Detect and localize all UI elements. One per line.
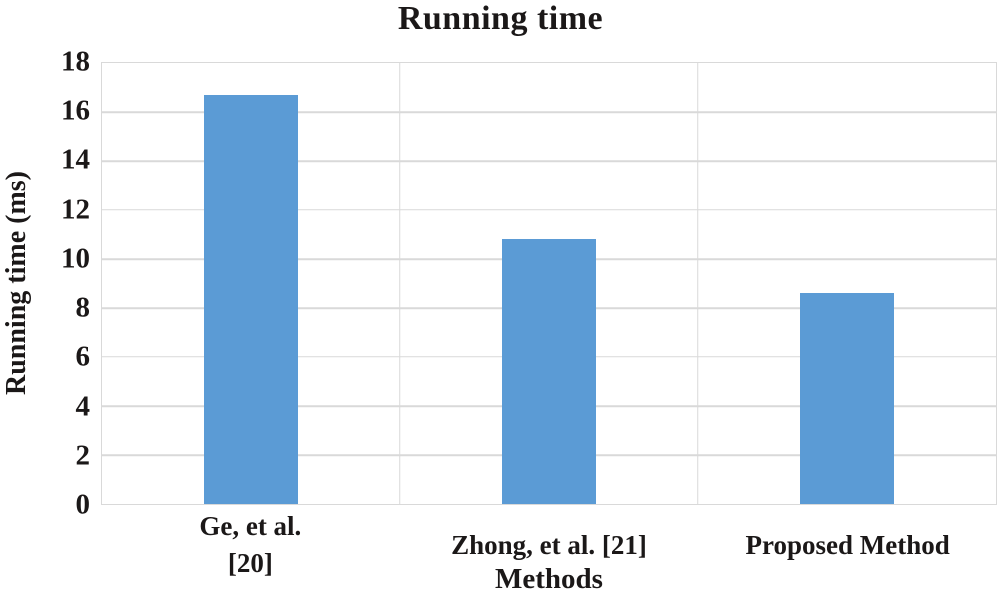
x-category-label-3: Proposed Method [698,508,997,582]
x-category-label-line: Proposed Method [745,529,950,560]
gridline-14 [102,160,996,162]
bar-3 [800,293,894,504]
x-category-label-line: Zhong, et al. [21] [451,529,647,560]
bar-2 [502,239,596,504]
y-tick-label-14: 14 [61,143,90,176]
plot-area [101,62,997,505]
x-category-label-2: Zhong, et al. [21] [400,508,699,582]
y-tick-label-2: 2 [75,439,91,472]
y-tick-label-10: 10 [61,242,90,275]
gridline-12 [102,209,996,211]
x-axis-title: Methods [495,563,603,595]
y-tick-label-6: 6 [75,340,91,373]
x-axis-category-labels: Ge, et al. [20] Zhong, et al. [21] Proposed… [101,508,997,582]
y-tick-label-16: 16 [61,94,90,127]
x-category-label-line: [20] [227,548,273,578]
bar-1 [203,94,298,504]
x-category-label-1: Ge, et al. [20] [101,508,400,582]
category-divider-2 [697,63,699,504]
chart-title: Running time [397,0,604,37]
y-axis-tick-labels: 0 2 4 6 8 10 12 14 16 18 [0,47,91,519]
y-tick-label-18: 18 [61,45,90,78]
gridline-16 [102,111,996,113]
category-divider-1 [399,63,401,504]
x-category-label-line: Ge, et al. [199,511,302,541]
y-tick-label-0: 0 [75,488,91,521]
y-tick-label-8: 8 [75,291,91,324]
y-tick-label-4: 4 [75,390,91,423]
y-tick-label-12: 12 [61,193,90,226]
